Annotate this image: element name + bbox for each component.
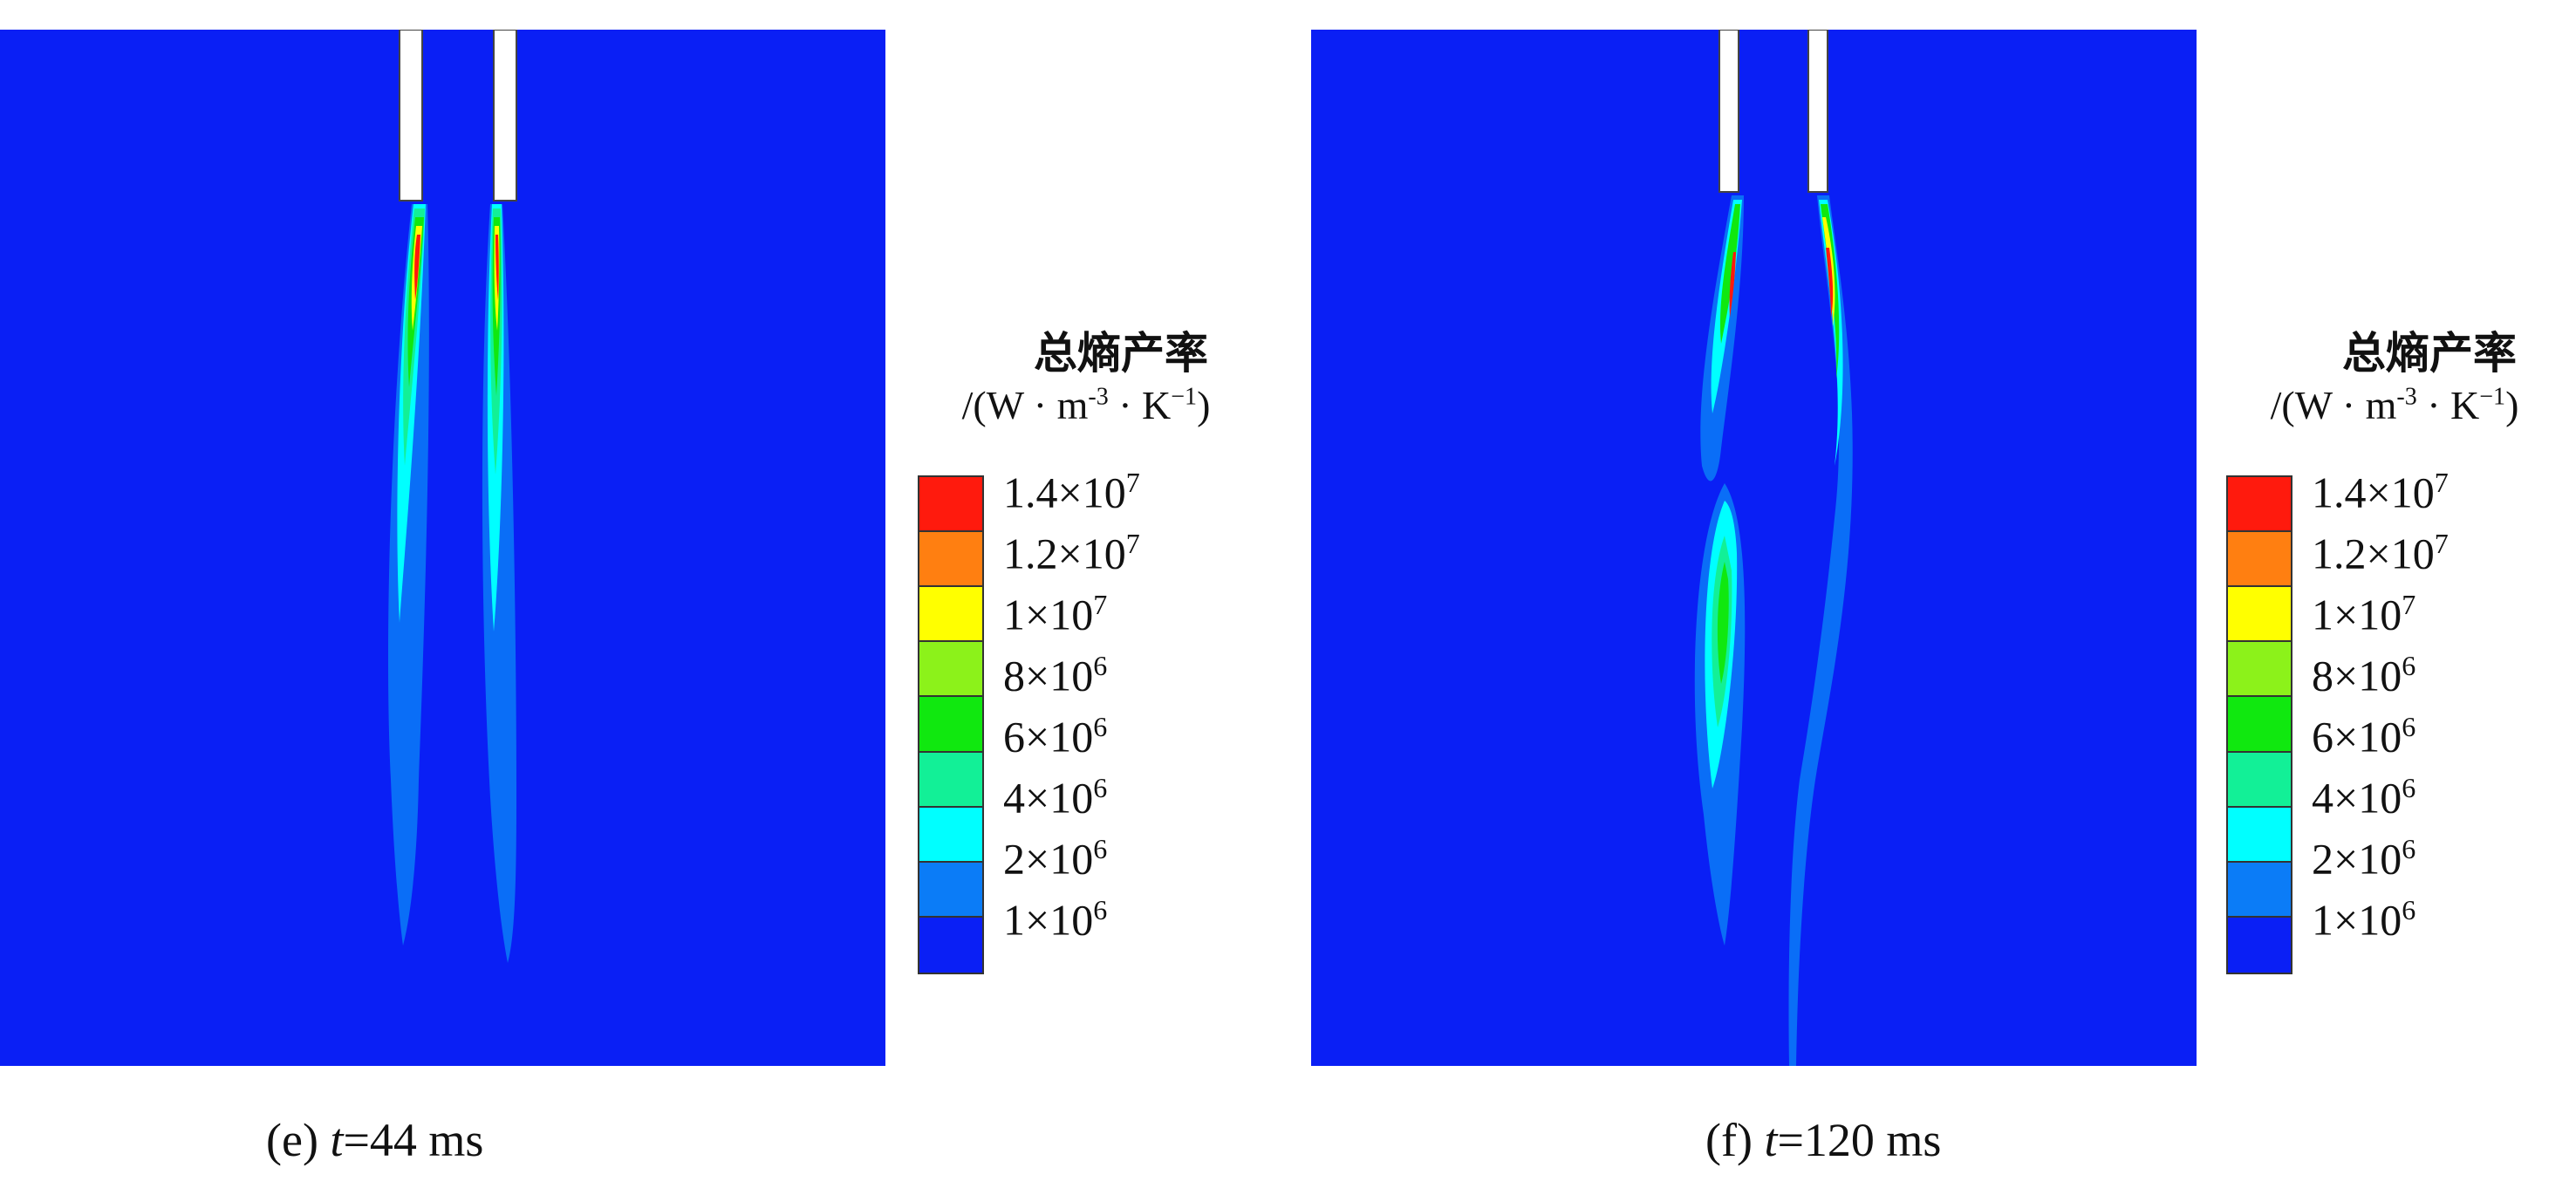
colorbar-segment: [919, 532, 982, 588]
colorbar-segment: [919, 477, 982, 533]
jet-left-upper-green-f: [1719, 204, 1740, 344]
tick-label-e-3: 8×106: [1003, 650, 1108, 700]
contour-plot-f: [1694, 30, 1853, 1066]
colorbar-f: [2226, 475, 2292, 974]
tick-label-e-4: 6×106: [1003, 711, 1108, 761]
jet-left-outer-e: [388, 204, 429, 946]
tick-label-f-1: 1.2×107: [2312, 528, 2449, 578]
tick-label-f-2: 1×107: [2312, 589, 2416, 639]
inlet-tube-right-e: [493, 30, 517, 201]
jet-left-core-e: [414, 235, 420, 300]
panel-caption-e: (e) t=44 ms: [266, 1114, 484, 1166]
figure-panel-e: 总熵产率 /(W · m-3 · K−1) 1.4×107 1.2×107 1×…: [0, 30, 1211, 1166]
jet-left-band3-e: [407, 217, 424, 387]
jet-right-core-e: [495, 235, 499, 300]
figure-panel-f: 总熵产率 /(W · m-3 · K−1) 1.4×107 1.2×107 1×…: [1308, 0, 2576, 1195]
colorbar-segment: [919, 752, 982, 808]
legend-unit-e: /(W · m-3 · K−1): [961, 383, 1211, 427]
tick-label-e-2: 1×107: [1003, 589, 1108, 639]
tick-label-e-0: 1.4×107: [1003, 467, 1140, 517]
colorbar-segment: [919, 697, 982, 753]
contour-field-e: [0, 30, 885, 1066]
colorbar-e: [918, 475, 984, 974]
colorbar-segment: [2228, 697, 2291, 753]
colorbar-segment: [2228, 642, 2291, 698]
colorbar-segment: [2228, 587, 2291, 643]
colorbar-segment: [919, 862, 982, 918]
colorbar-segment: [2228, 917, 2291, 973]
legend-unit-f: /(W · m-3 · K−1): [2270, 383, 2519, 427]
colorbar-segment: [2228, 532, 2291, 588]
tick-label-e-5: 4×106: [1003, 772, 1108, 823]
jet-right-band-f: [1819, 200, 1843, 466]
tick-label-f-4: 6×106: [2312, 711, 2416, 761]
jet-right-yellow-f: [1822, 217, 1835, 326]
legend-title-e: 总熵产率: [1034, 328, 1208, 379]
colorbar-segment: [919, 642, 982, 698]
colorbar-segment: [2228, 477, 2291, 533]
colorbar-segment: [919, 917, 982, 973]
colorbar-segment: [919, 587, 982, 643]
colorbar-segment: [2228, 862, 2291, 918]
tick-label-e-1: 1.2×107: [1003, 528, 1140, 578]
colorbar-segment: [919, 807, 982, 863]
tick-label-f-5: 4×106: [2312, 772, 2416, 823]
colorbar-segment: [2228, 752, 2291, 808]
contour-plot-e: [388, 30, 517, 963]
jet-right-core-f: [1826, 248, 1834, 318]
inlet-tube-right-f: [1807, 30, 1828, 193]
colorbar-segment: [2228, 807, 2291, 863]
tick-label-f-6: 2×106: [2312, 833, 2416, 884]
tick-label-e-6: 2×106: [1003, 833, 1108, 884]
jet-right-outer-f: [1788, 195, 1853, 1066]
tick-label-e-7: 1×106: [1003, 894, 1108, 945]
jet-left-lower-core-f: [1717, 562, 1729, 684]
contour-field-f: [1311, 30, 2197, 1066]
tick-label-f-7: 1×106: [2312, 894, 2416, 945]
inlet-tube-left-e: [399, 30, 423, 201]
tick-label-f-3: 8×106: [2312, 650, 2416, 700]
jet-left-upper-core-f: [1729, 252, 1736, 318]
inlet-tube-left-f: [1718, 30, 1739, 193]
legend-title-f: 总熵产率: [2342, 328, 2517, 379]
tick-label-f-0: 1.4×107: [2312, 467, 2449, 517]
panel-caption-f: (f) t=120 ms: [1705, 1114, 1942, 1166]
